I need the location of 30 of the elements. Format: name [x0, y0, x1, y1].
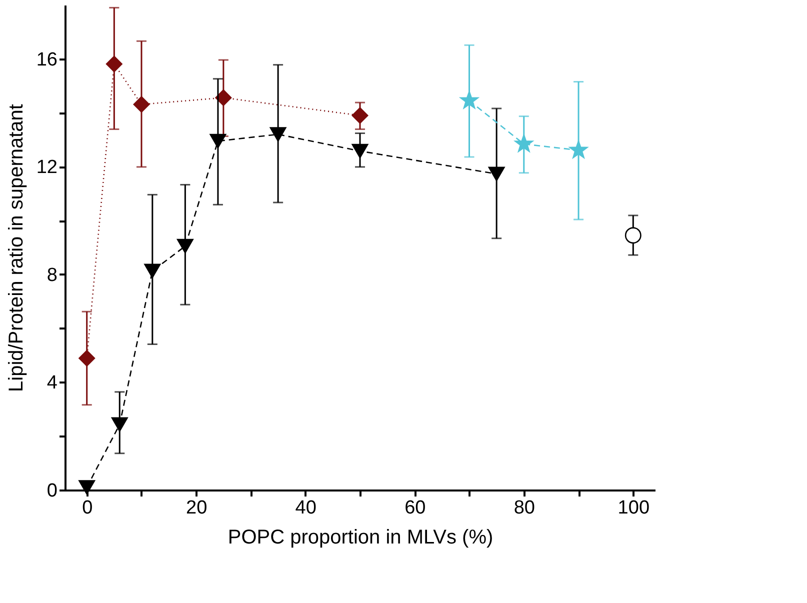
x-tick-label: 0	[82, 498, 93, 518]
point	[514, 134, 534, 152]
x-axis-title: POPC proportion in MLVs (%)	[228, 526, 494, 548]
x-tick-label: 40	[295, 498, 316, 518]
y-tick-label: 8	[46, 264, 58, 286]
y-tick-label: 12	[36, 157, 58, 178]
x-tick-label: 80	[514, 498, 535, 518]
point	[488, 166, 505, 182]
x-tick-label: 60	[404, 498, 426, 518]
point	[144, 264, 161, 278]
point	[106, 56, 122, 72]
point	[460, 91, 478, 109]
point	[352, 144, 368, 158]
point	[176, 238, 194, 254]
point	[352, 107, 368, 124]
y-tick-label: 4	[46, 372, 58, 394]
point	[78, 480, 96, 495]
point	[133, 96, 150, 113]
y-tick-label: 16	[36, 49, 58, 70]
point	[215, 89, 232, 106]
y-axis-title: Lipid/Protein ratio in supernatant	[5, 104, 28, 392]
point	[270, 127, 286, 142]
point	[624, 227, 642, 244]
y-tick-label: 0	[46, 480, 58, 502]
x-tick-label: 100	[618, 498, 650, 518]
point	[569, 140, 588, 158]
point	[111, 417, 128, 432]
point	[210, 134, 226, 148]
x-tick-label: 20	[186, 498, 208, 518]
point	[78, 350, 96, 366]
